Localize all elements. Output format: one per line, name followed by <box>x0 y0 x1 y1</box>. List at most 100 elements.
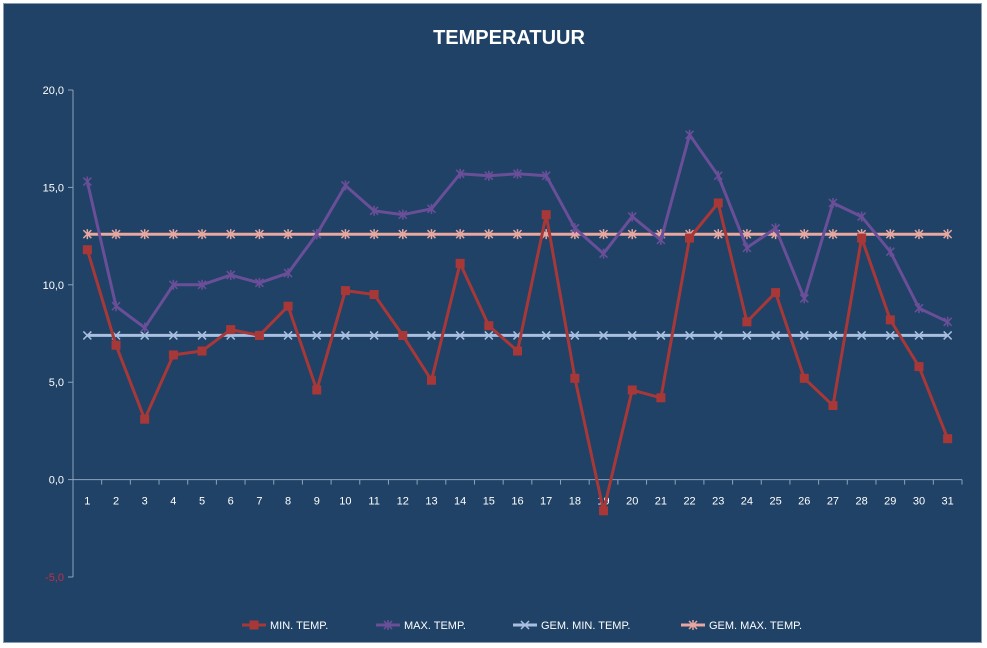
data-point <box>82 176 92 187</box>
data-point <box>226 325 236 335</box>
data-point <box>82 229 92 240</box>
x-tick-label: 7 <box>256 496 262 508</box>
x-tick-label: 13 <box>425 496 437 508</box>
data-point <box>799 229 809 240</box>
chart-frame: TEMPERATUUR -5,0 0,0 5,0 10,0 15,0 20,0 1 2 3 4 5 6… <box>3 3 982 643</box>
data-point <box>885 229 895 240</box>
data-point <box>541 170 551 181</box>
data-point <box>283 301 293 311</box>
x-tick-label: 27 <box>827 496 839 508</box>
legend-label: MIN. TEMP. <box>270 620 328 632</box>
data-point <box>312 385 322 395</box>
data-point <box>656 234 666 245</box>
legend-swatch-marker <box>383 620 393 630</box>
data-point <box>283 330 293 340</box>
x-tick-label: 24 <box>741 496 753 508</box>
x-tick-label: 26 <box>798 496 810 508</box>
data-point <box>914 229 924 240</box>
data-point <box>226 229 236 240</box>
legend-item: GEM. MAX. TEMP. <box>681 620 802 632</box>
data-point <box>340 229 350 240</box>
data-point <box>799 373 809 383</box>
data-point <box>541 330 551 340</box>
x-tick-label: 31 <box>942 496 954 508</box>
y-tick-label: 5,0 <box>49 377 64 389</box>
x-tick-label: 11 <box>368 496 379 508</box>
legend-item: GEM. MIN. TEMP. <box>513 620 630 632</box>
data-point <box>684 129 695 140</box>
data-point <box>771 288 781 298</box>
data-point <box>742 242 752 253</box>
data-point <box>369 290 379 300</box>
data-point <box>828 229 838 240</box>
data-point <box>484 321 494 331</box>
data-point <box>570 373 580 383</box>
data-point <box>627 385 637 395</box>
data-point <box>111 301 121 312</box>
data-point <box>512 229 523 240</box>
data-point <box>599 330 609 340</box>
series-layer <box>82 129 953 516</box>
x-tick-label: 4 <box>170 496 176 508</box>
data-point <box>312 229 322 240</box>
data-point <box>914 362 924 372</box>
data-point <box>226 270 236 281</box>
data-point <box>168 330 178 340</box>
data-point <box>140 414 150 424</box>
data-point <box>598 248 609 259</box>
data-point <box>512 168 523 179</box>
x-tick-label: 22 <box>683 496 695 508</box>
x-tick-label: 21 <box>655 496 667 508</box>
data-point <box>914 330 924 340</box>
data-point <box>254 330 264 340</box>
data-point <box>111 340 121 350</box>
data-point <box>656 330 666 340</box>
x-tick-label: 8 <box>285 496 291 508</box>
x-tick-label: 10 <box>339 496 351 508</box>
data-point <box>455 258 465 268</box>
data-point <box>197 346 207 356</box>
legend: MIN. TEMP. MAX. TEMP. GEM. MIN. TEMP. GEM. … <box>242 620 802 632</box>
data-point <box>828 401 838 411</box>
data-point <box>570 223 580 234</box>
data-point <box>885 246 895 257</box>
data-point <box>398 209 408 220</box>
data-point <box>742 330 752 340</box>
data-point <box>885 315 895 325</box>
data-point <box>799 293 809 304</box>
x-tick-label: 5 <box>199 496 205 508</box>
x-tick-label: 14 <box>454 496 466 508</box>
data-point <box>82 245 92 255</box>
data-point <box>168 229 178 240</box>
legend-swatch-marker <box>688 620 698 630</box>
data-point <box>742 317 752 327</box>
data-point <box>283 229 293 240</box>
data-point <box>484 330 494 340</box>
data-point <box>254 277 264 288</box>
data-point <box>455 330 465 340</box>
data-point <box>713 198 723 208</box>
x-tick-label: 15 <box>483 496 495 508</box>
data-point <box>857 330 867 340</box>
data-point <box>369 330 379 340</box>
data-point <box>599 229 609 240</box>
data-point <box>713 330 723 340</box>
data-point <box>369 229 379 240</box>
x-tick-label: 6 <box>228 496 234 508</box>
data-point <box>570 330 580 340</box>
data-point <box>111 229 121 240</box>
data-point <box>283 268 293 279</box>
data-point <box>627 211 637 222</box>
x-tick-label: 17 <box>540 496 552 508</box>
data-point <box>140 229 150 240</box>
data-point <box>943 316 953 327</box>
data-point <box>943 229 953 240</box>
data-point <box>627 229 637 240</box>
series-min-temp <box>82 198 953 516</box>
data-point <box>197 330 207 340</box>
y-tick-label: 0,0 <box>49 475 64 487</box>
data-point <box>914 303 924 314</box>
data-point <box>197 229 207 240</box>
x-tick-label: 2 <box>113 496 119 508</box>
data-point <box>713 229 723 240</box>
